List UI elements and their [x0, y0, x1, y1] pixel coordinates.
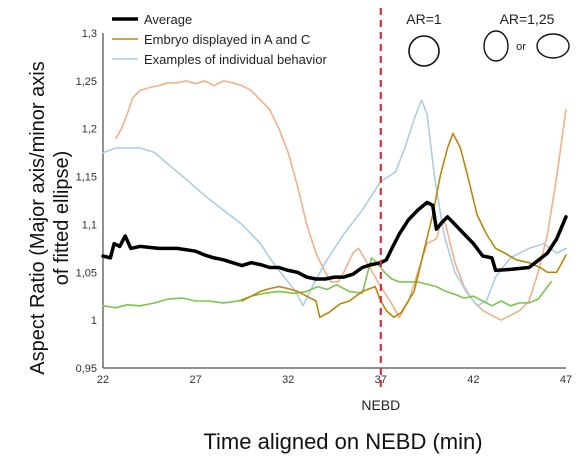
axes — [102, 33, 566, 369]
y-tick-label: 0,95 — [76, 363, 97, 375]
y-tick-label: 1,15 — [76, 172, 97, 184]
legend: Average Embryo displayed in A and C Exam… — [112, 12, 327, 67]
ar1-label: AR=1 — [406, 11, 442, 27]
y-tick-label: 1,1 — [82, 219, 97, 231]
aspect-ratio-annotations: AR=1 AR=1,25 or — [406, 11, 570, 67]
horizontal-ellipse-icon — [536, 33, 570, 59]
legend-label-examples: Examples of individual behavior — [144, 52, 327, 67]
x-tick-label: 42 — [467, 374, 479, 386]
nebd-label: NEBD — [361, 397, 400, 413]
x-tick-label: 32 — [282, 374, 294, 386]
y-tick-label: 1,05 — [76, 267, 97, 279]
or-label: or — [516, 41, 526, 53]
legend-label-average: Average — [144, 12, 192, 27]
ar125-label: AR=1,25 — [500, 11, 555, 27]
x-tick-label: 22 — [97, 374, 109, 386]
x-tick-label: 27 — [189, 374, 201, 386]
x-axis-label: Time aligned on NEBD (min) — [203, 429, 482, 454]
y-tick-label: 1 — [91, 315, 97, 327]
series-layer — [101, 80, 568, 321]
series-line-4 — [102, 257, 553, 309]
y-tick-label: 1,25 — [76, 76, 97, 88]
series-line-3 — [115, 80, 567, 321]
series-line-2 — [102, 99, 567, 307]
vertical-ellipse-icon — [483, 30, 509, 62]
legend-label-embryo: Embryo displayed in A and C — [144, 32, 310, 47]
y-axis-label-line2: of fitted ellipse) — [51, 151, 73, 286]
series-line-0 — [101, 200, 568, 281]
circle-ellipse-icon — [408, 35, 440, 67]
y-axis-label-line1: Aspect Ratio (Major axis/minor axis — [27, 61, 49, 374]
y-tick-label: 1,3 — [82, 28, 97, 40]
series-line-1 — [241, 132, 567, 319]
y-tick-label: 1,2 — [82, 124, 97, 136]
x-tick-label: 47 — [560, 374, 572, 386]
